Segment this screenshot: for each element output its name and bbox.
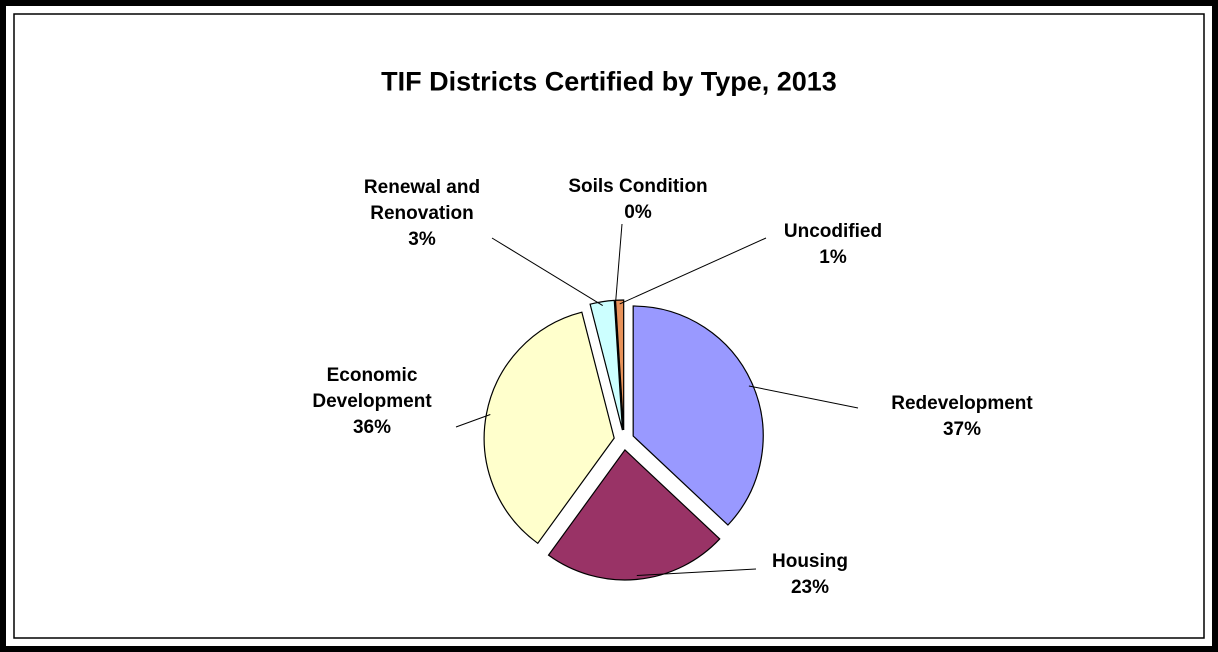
slice-value-label: 0% (624, 202, 652, 223)
leader-line (748, 385, 859, 409)
slice-value-label: 37% (942, 419, 982, 440)
chart (13, 13, 1205, 639)
chart-title: TIF Districts Certified by Type, 2013 (381, 66, 837, 97)
slice-value-label: 3% (408, 229, 436, 250)
pie-slice (547, 449, 721, 581)
slice-label: Soils Condition (568, 176, 708, 197)
pie-slice (614, 299, 625, 431)
pie-slice (589, 299, 624, 431)
slice-label: Economic Development (312, 365, 432, 412)
slice-value-label: 23% (790, 577, 830, 598)
slice-label: Redevelopment (891, 393, 1033, 414)
slice-label: Housing (772, 551, 848, 572)
slice-value-label: 1% (819, 247, 847, 268)
slice-label: Renewal and Renovation (363, 177, 481, 224)
leader-line (619, 237, 767, 305)
leader-line (455, 414, 491, 428)
pie-slice (632, 305, 764, 526)
leader-line (491, 237, 603, 307)
slice-value-label: 36% (352, 417, 392, 438)
inner-border (13, 13, 1205, 639)
leader-line (636, 568, 757, 576)
pie-slice (483, 311, 615, 545)
leader-line (614, 223, 623, 305)
slice-label: Uncodified (783, 221, 883, 242)
